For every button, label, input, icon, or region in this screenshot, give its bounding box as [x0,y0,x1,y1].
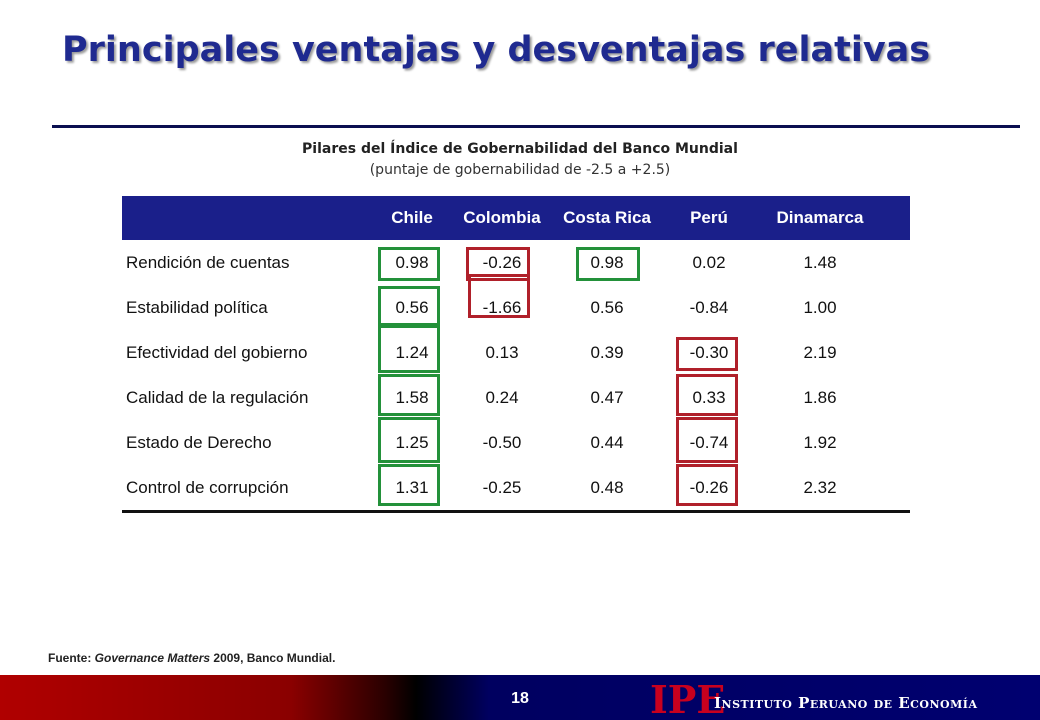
row-label: Efectividad del gobierno [126,342,308,362]
table-cell: -0.25 [482,477,522,497]
table-title: Pilares del Índice de Gobernabilidad del… [302,141,738,157]
footer-bar [0,675,1040,720]
disadvantage-highlight-box [676,373,738,416]
disadvantage-highlight-box [676,336,738,371]
table-cell: 1.31 [376,463,448,506]
table-cell: 0.13 [485,342,519,362]
table-cell: 0.98 [556,246,658,281]
table-cell: 1.48 [803,252,837,272]
ipe-logo: IPE [650,677,726,720]
row-label: Rendición de cuentas [126,252,290,272]
table-cell: 1.25 [376,416,448,463]
source-prefix: Fuente: [48,651,95,665]
advantage-highlight-box [576,246,640,281]
title-divider [52,125,1020,128]
table-subtitle: (puntaje de gobernabilidad de -2.5 a +2.… [369,162,671,178]
table-cell: 0.56 [376,285,448,328]
table-cell: 1.92 [803,432,837,452]
page-number: 18 [511,690,529,707]
table-cell: 0.33 [658,373,760,416]
advantage-highlight-box [378,416,440,463]
table-cell: 0.02 [692,252,726,272]
disadvantage-highlight-box [466,246,530,281]
column-header-colombia: Colombia [463,208,541,227]
table-cell: -0.30 [658,336,760,371]
table-cell: 0.56 [590,297,624,317]
column-header-dinamarca: Dinamarca [776,208,864,227]
slide-title: Principales ventajas y desventajas relat… [62,30,931,70]
column-header-costa-rica: Costa Rica [563,208,651,227]
source-work-title: Governance Matters [94,651,211,665]
advantage-highlight-box [378,463,440,506]
table-row: Estabilidad política 0.56 -1.66 0.56 -0.… [122,273,910,330]
disadvantage-highlight-box [676,463,738,506]
disadvantage-highlight-box [468,273,530,318]
institution-name: Instituto Peruano de Economía [714,694,978,712]
table-header: Chile Colombia Costa Rica Perú Dinamarca [122,196,910,240]
table-cell: -0.26 [658,463,760,506]
column-header-chile: Chile [391,208,433,227]
table-row: Rendición de cuentas 0.98 -0.26 0.98 0.0… [122,240,910,285]
table-cell: -0.84 [689,297,729,317]
table-cell: -0.26 [448,246,556,281]
row-label: Calidad de la regulación [126,387,309,407]
table-bottom-rule [122,510,910,513]
source-note: Fuente: Governance Matters 2009, Banco M… [48,651,335,665]
table-cell: 0.24 [485,387,519,407]
table-cell: 1.00 [803,297,837,317]
column-header-peru: Perú [690,208,728,227]
table-cell: 1.86 [803,387,837,407]
row-label: Estado de Derecho [126,432,272,452]
table-cell: 0.48 [590,477,624,497]
table-cell: 0.39 [590,342,624,362]
advantage-highlight-box [378,373,440,416]
advantage-highlight-box [378,322,440,373]
table-cell: -0.74 [658,416,760,463]
row-label: Estabilidad política [126,297,268,317]
table-cell: 2.32 [803,477,837,497]
table-row: Efectividad del gobierno 1.24 0.13 0.39 … [122,322,910,375]
table-cell: 1.24 [376,322,448,373]
table-cell: 0.44 [590,432,624,452]
table-row: Estado de Derecho 1.25 -0.50 0.44 -0.74 … [122,416,910,465]
governance-table: Chile Colombia Costa Rica Perú Dinamarca… [122,196,910,513]
table-cell: 2.19 [803,342,837,362]
table-cell: 0.98 [376,246,448,281]
advantage-highlight-box [378,285,440,328]
table-cell: -1.66 [448,273,556,318]
source-suffix: 2009, Banco Mundial. [210,651,336,665]
advantage-highlight-box [378,246,440,281]
table-cell: -0.50 [482,432,522,452]
table-cell: 1.58 [376,373,448,416]
table-row: Calidad de la regulación 1.58 0.24 0.47 … [122,373,910,420]
row-label: Control de corrupción [126,477,289,497]
disadvantage-highlight-box [676,416,738,463]
table-cell: 0.47 [590,387,624,407]
table-row: Control de corrupción 1.31 -0.25 0.48 -0… [122,463,910,510]
